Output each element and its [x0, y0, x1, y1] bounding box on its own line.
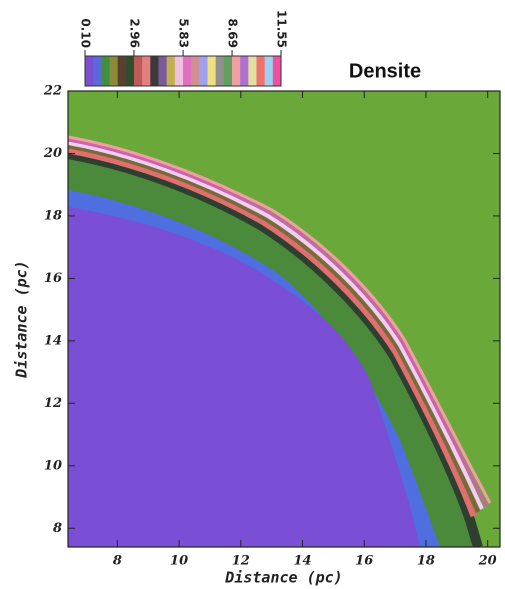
colorbar-swatch	[223, 56, 233, 86]
y-tick-label: 10	[44, 458, 62, 473]
colorbar-swatch	[272, 56, 282, 86]
colorbar-tick-label: 0.10	[79, 18, 93, 48]
x-tick-label: 18	[417, 554, 435, 569]
colorbar-swatch	[85, 56, 94, 86]
y-tick-label: 14	[44, 333, 62, 348]
colorbar-tick-label: 8.69	[226, 18, 240, 48]
x-tick-label: 14	[293, 554, 311, 569]
density-field	[68, 91, 500, 547]
colorbar-swatch	[199, 56, 208, 86]
colorbar-swatch	[191, 56, 200, 86]
colorbar-swatch	[150, 56, 159, 86]
x-tick-label: 20	[478, 554, 497, 569]
y-tick-label: 12	[44, 396, 62, 411]
colorbar-swatch	[142, 56, 151, 86]
chart-title: Densite	[349, 60, 421, 82]
x-axis-label: Distance (pc)	[224, 569, 342, 587]
colorbar-tick-label: 11.55	[275, 10, 289, 48]
y-tick-label: 20	[43, 146, 62, 161]
plot-frame	[67, 90, 501, 548]
y-tick-label: 8	[53, 521, 62, 536]
y-tick-label: 22	[43, 84, 62, 99]
colorbar-swatch	[240, 56, 249, 86]
colorbar-swatch	[174, 56, 184, 86]
y-tick-label: 16	[44, 271, 62, 286]
colorbar-swatch	[158, 56, 168, 86]
colorbar-swatch	[215, 56, 225, 86]
colorbar-swatch	[264, 56, 274, 86]
x-tick-label: 12	[232, 554, 250, 569]
colorbar-tick-label: 5.83	[177, 18, 191, 48]
colorbar-swatch	[93, 56, 102, 86]
colorbar-swatch	[101, 56, 110, 86]
colorbar-swatch	[109, 56, 119, 86]
x-tick-label: 16	[355, 554, 373, 569]
colorbar-swatch	[166, 56, 176, 86]
colorbar-swatch	[248, 56, 257, 86]
y-tick-label: 18	[44, 208, 62, 223]
x-tick-label: 8	[113, 554, 122, 569]
x-tick-label: 10	[170, 554, 188, 569]
colorbar-swatch	[125, 56, 135, 86]
colorbar-swatch	[207, 56, 217, 86]
colorbar-swatch	[183, 56, 192, 86]
colorbar-swatch	[134, 56, 143, 86]
colorbar-swatch	[256, 56, 266, 86]
colorbar	[85, 56, 282, 86]
y-axis-label: Distance (pc)	[13, 260, 31, 378]
colorbar-tick-label: 2.96	[127, 18, 141, 48]
colorbar-swatch	[117, 56, 127, 86]
colorbar-swatch	[232, 56, 241, 86]
